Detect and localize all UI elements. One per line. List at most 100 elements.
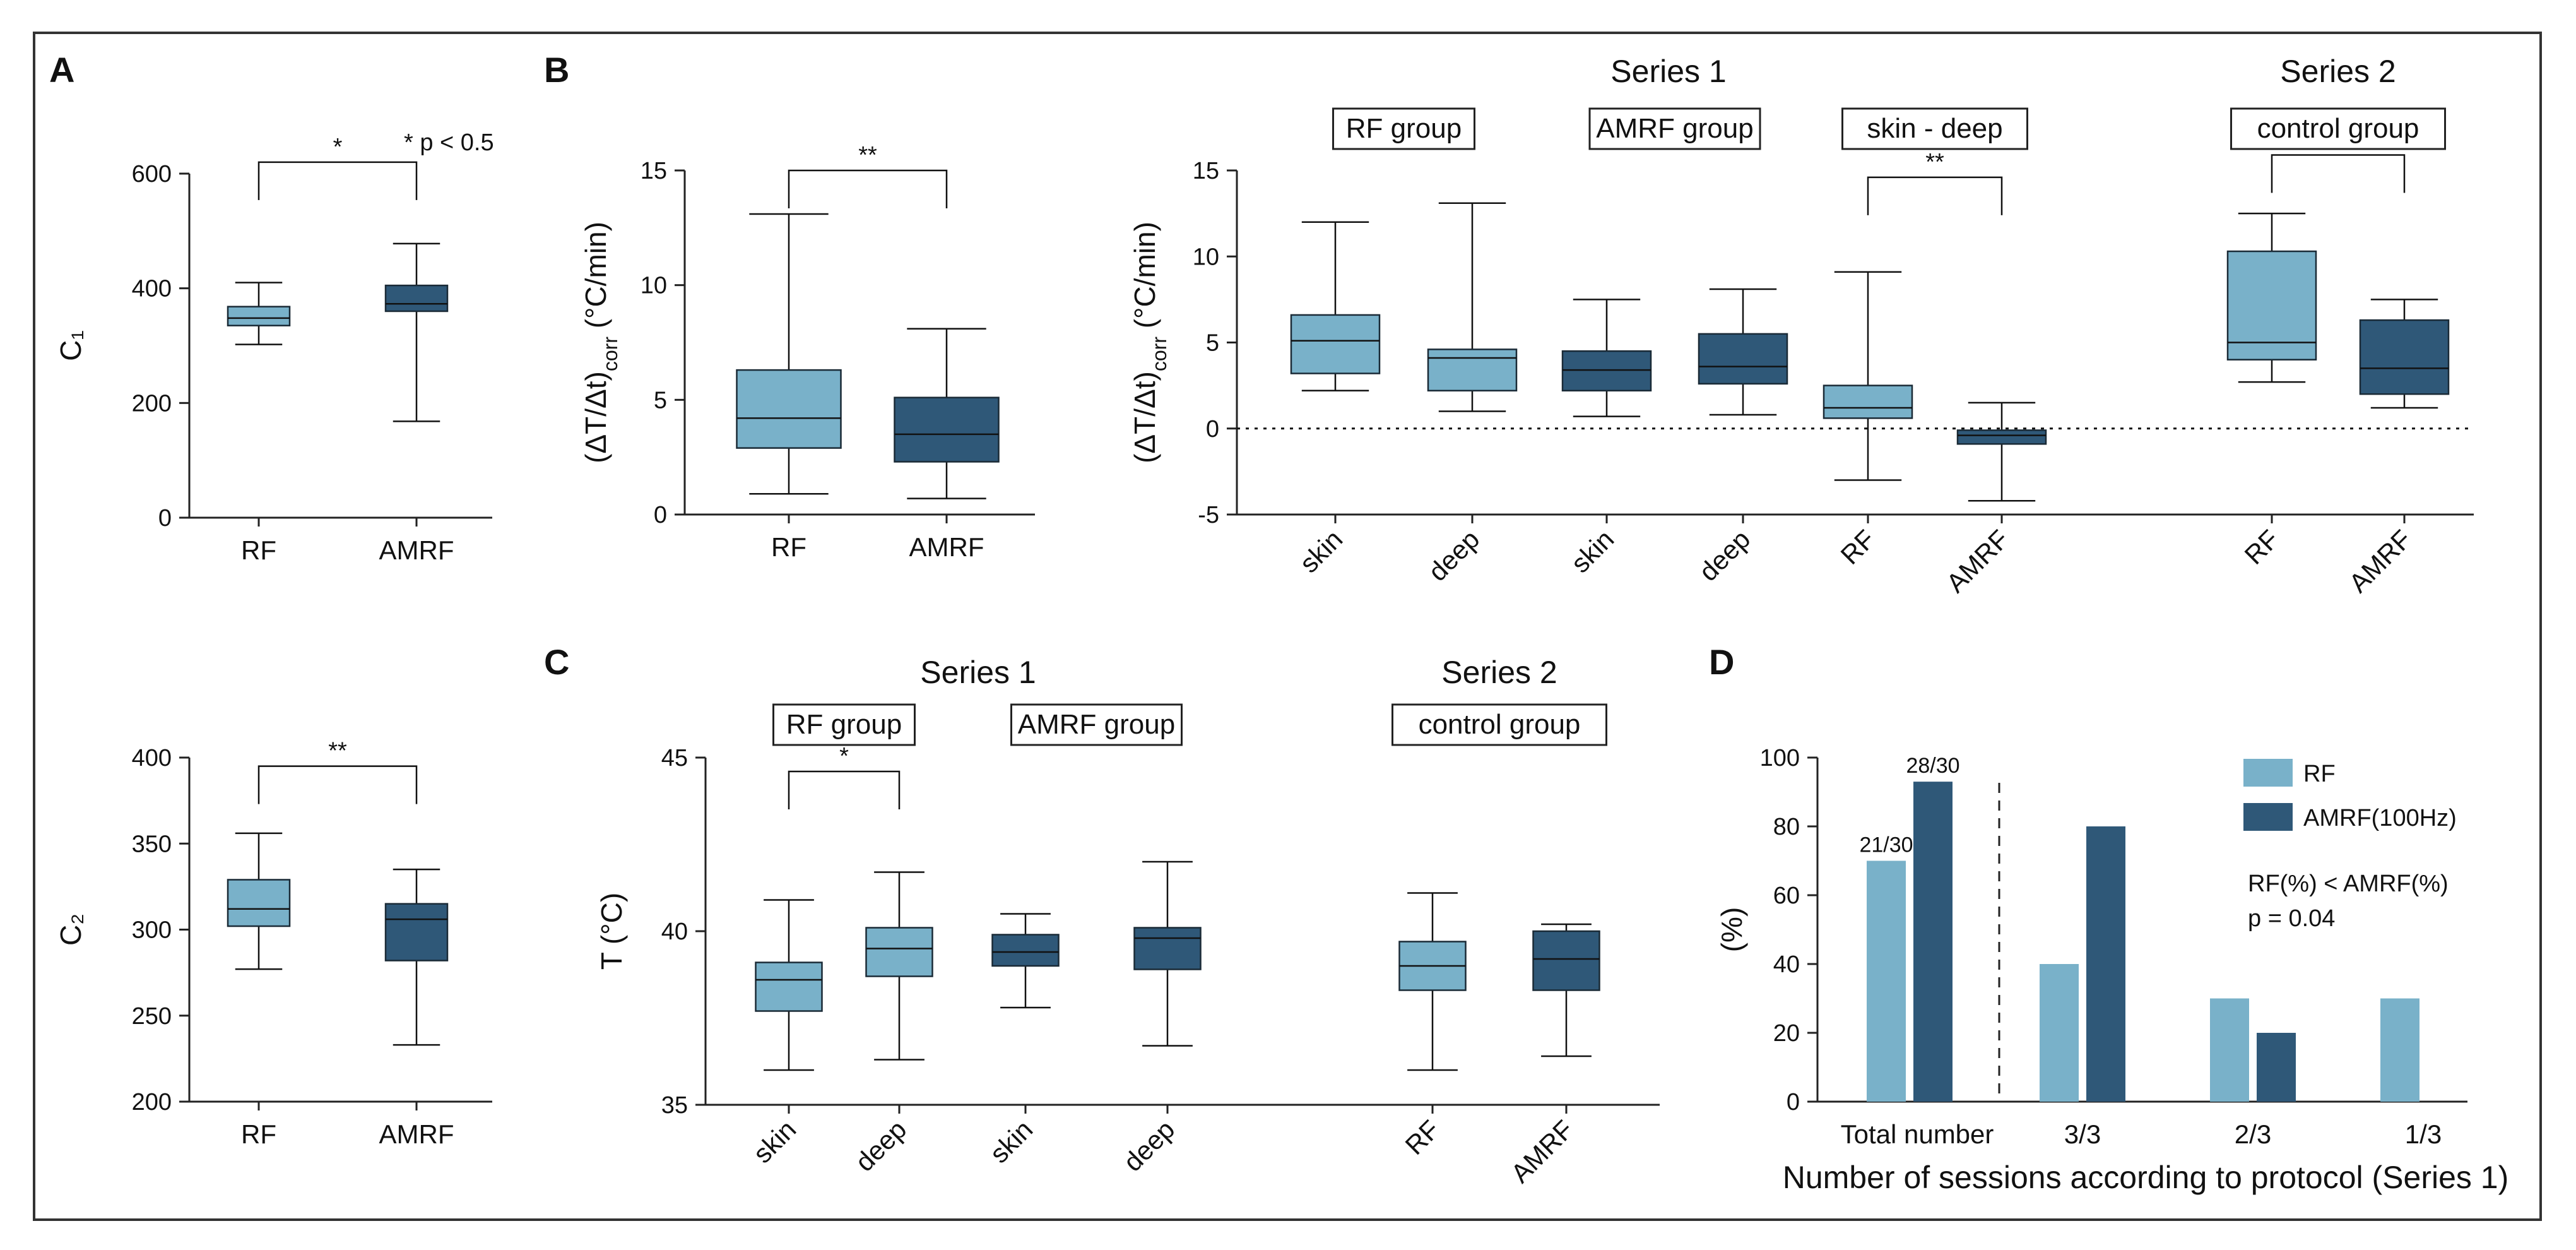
y-axis-label: C₁ [54, 330, 87, 361]
y-tick-label: 15 [1193, 158, 1219, 184]
bar-amrf100hz [1913, 782, 1953, 1102]
significance-label: ** [858, 142, 877, 169]
panel-label-b: B [544, 50, 569, 90]
group-label: AMRF group [1596, 113, 1753, 144]
group-label-box [1841, 107, 2028, 150]
significance-bracket [257, 765, 418, 804]
significance-label: ** [328, 738, 347, 765]
y-tick-label: 80 [1773, 814, 1800, 840]
group-label: control group [1419, 709, 1581, 740]
box-iqr [1698, 333, 1788, 385]
y-tick-label: 40 [661, 919, 688, 945]
box-1 [755, 899, 823, 1071]
significance-label: * [839, 743, 849, 770]
x-tick-label: RF [241, 1119, 276, 1149]
box-8 [2359, 299, 2450, 409]
chart-d: 0 20 40 60 80 100 (%) Total number 3/3 2/3 1/3 21/3… [1715, 745, 2508, 1195]
y-tick-label: 35 [661, 1092, 688, 1119]
y-tick-label: 200 [132, 390, 172, 417]
group-label: control group [2257, 113, 2419, 144]
box-iqr [1823, 384, 1913, 419]
significance-bracket [788, 169, 948, 208]
group-label-box [772, 703, 916, 746]
bar-rf [1867, 860, 1906, 1102]
box-2 [865, 871, 933, 1061]
box-iqr [1956, 429, 2047, 445]
y-axis-label-part: (ΔT/Δt) [579, 371, 612, 463]
x-tick-label: AMRF [1941, 524, 2014, 598]
box-iqr [2226, 250, 2317, 361]
y-tick-label: 10 [1193, 244, 1219, 270]
x-tick-label: deep [1693, 524, 1756, 586]
y-axis-label-sub: corr [1148, 336, 1171, 371]
x-tick-label: AMRF [2343, 524, 2417, 598]
legend-swatch [2243, 759, 2293, 787]
significance-bracket [257, 161, 418, 200]
bar-amrf100hz [2257, 1033, 2296, 1102]
significance-bracket [2271, 154, 2406, 193]
y-axis-label: C₂ [54, 914, 87, 946]
bar-rf [2040, 964, 2079, 1102]
panel-label-c: C [544, 642, 569, 682]
group-label-box [1391, 703, 1607, 746]
stat-text: p = 0.04 [2248, 905, 2335, 932]
panel-label-d: D [1709, 642, 1734, 682]
x-tick-label: 2/3 [2235, 1119, 2271, 1149]
series-title: Series 1 [920, 655, 1036, 690]
box-iqr [1290, 314, 1381, 374]
y-tick-label: 5 [1206, 330, 1219, 357]
chart-a2: 200 250 300 350 400 C₂ RF AMRF ** [54, 738, 492, 1149]
x-tick-label: skin [747, 1114, 801, 1169]
y-tick-label: 250 [132, 1003, 172, 1030]
y-tick-label: 100 [1760, 745, 1800, 771]
x-tick-label: Total number [1841, 1119, 1994, 1149]
x-tick-label: AMRF [1505, 1114, 1579, 1188]
y-tick-label: 40 [1773, 951, 1800, 978]
bar-rf [2210, 998, 2249, 1102]
y-tick-label: 15 [641, 158, 667, 184]
legend-label: RF [2303, 761, 2336, 787]
x-tick-label: AMRF [379, 535, 454, 565]
y-tick-label: 200 [132, 1089, 172, 1116]
group-label: RF group [786, 709, 902, 740]
box-6 [1532, 923, 1600, 1057]
box-1 [1290, 221, 1381, 392]
y-tick-label: -5 [1198, 502, 1219, 528]
x-tick-label: RF [2239, 524, 2285, 570]
chart-b1: 0 5 10 15 (ΔT/Δt)corr (°C/min) RF AMRF ** [579, 142, 1035, 562]
box-iqr [1133, 927, 1202, 970]
y-axis-label: (ΔT/Δt)corr (°C/min) [579, 222, 622, 463]
y-tick-label: 60 [1773, 883, 1800, 909]
box-iqr [1532, 930, 1600, 991]
y-tick-label: 400 [132, 276, 172, 302]
box-6 [1956, 402, 2047, 502]
box-iqr [384, 284, 449, 312]
x-axis-label: Number of sessions according to protocol… [1783, 1160, 2509, 1195]
x-tick-label: RF [241, 535, 276, 565]
box-iqr [384, 903, 449, 961]
x-tick-label: deep [849, 1114, 912, 1177]
box-iqr [894, 396, 1000, 463]
box-2 [894, 328, 1000, 499]
legend-label: AMRF(100Hz) [2303, 805, 2457, 831]
box-2 [384, 868, 449, 1046]
y-tick-label: 350 [132, 831, 172, 857]
y-axis-label-part: (°C/min) [1128, 222, 1161, 336]
box-iqr [991, 934, 1060, 967]
bar-rf [2380, 998, 2419, 1102]
box-1 [227, 282, 291, 345]
p-value-note: * p < 0.5 [404, 129, 494, 156]
box-5 [1823, 271, 1913, 481]
significance-bracket [788, 770, 901, 809]
y-tick-label: 400 [132, 745, 172, 771]
box-5 [1398, 892, 1467, 1071]
group-label-box [2230, 107, 2446, 150]
box-3 [991, 913, 1060, 1009]
box-2 [1427, 202, 1518, 412]
group-label-box [1588, 107, 1761, 150]
group-label-box [1332, 107, 1475, 150]
x-tick-label: skin [984, 1114, 1038, 1169]
group-label: AMRF group [1018, 709, 1175, 740]
x-tick-label: deep [1118, 1114, 1180, 1177]
box-iqr [755, 961, 823, 1012]
